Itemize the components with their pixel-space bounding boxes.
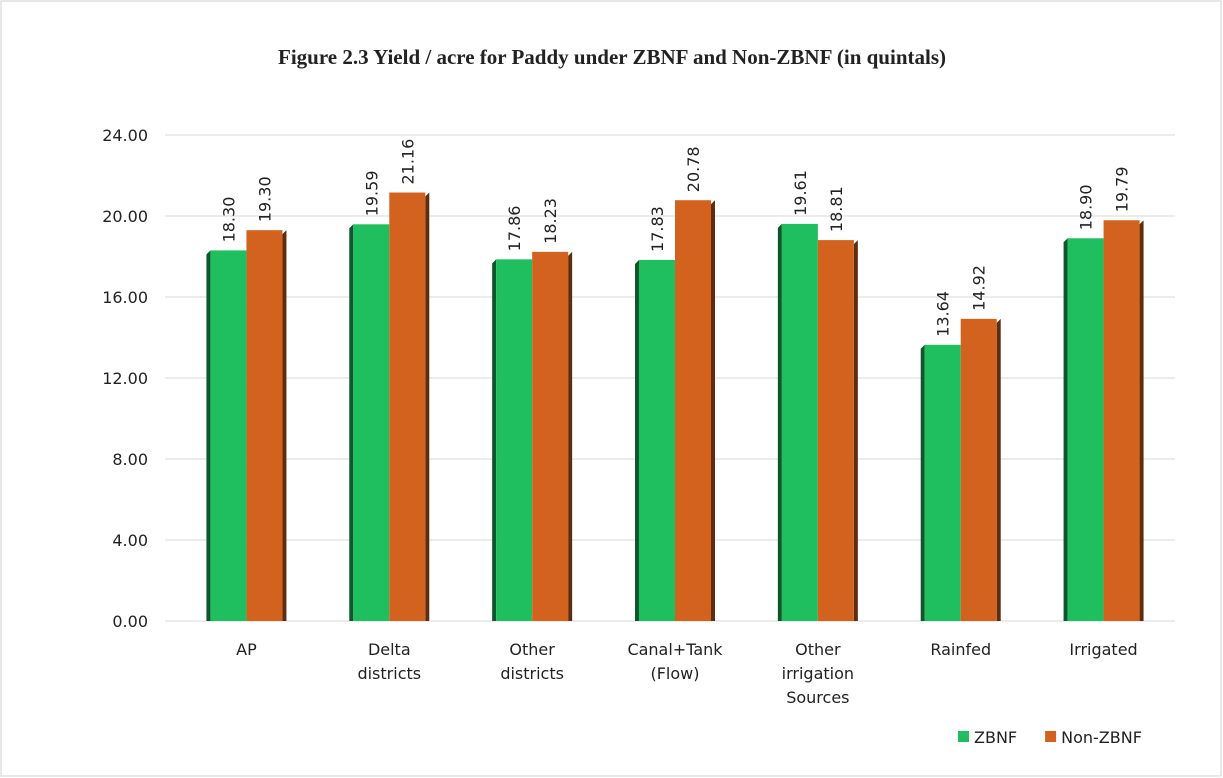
bar-side xyxy=(1063,238,1068,621)
x-tick-label: Irrigated xyxy=(1069,640,1137,659)
data-label: 19.79 xyxy=(1113,166,1132,212)
y-tick-label: 24.00 xyxy=(102,126,148,145)
bar-side xyxy=(349,224,354,622)
data-label: 19.59 xyxy=(362,170,381,216)
bar xyxy=(353,224,390,622)
data-label: 13.64 xyxy=(934,291,953,337)
bar-side xyxy=(853,240,858,621)
x-tick-label: AP xyxy=(236,640,257,659)
y-tick-label: 4.00 xyxy=(112,531,148,550)
bar-side xyxy=(568,251,573,621)
data-label: 19.61 xyxy=(791,170,810,216)
chart-title: Figure 2.3 Yield / acre for Paddy under … xyxy=(278,45,946,69)
bar-side xyxy=(777,223,782,621)
bar-side xyxy=(425,192,430,621)
bar xyxy=(817,240,854,621)
bar xyxy=(496,259,533,621)
data-label: 18.90 xyxy=(1077,184,1096,230)
data-label: 18.23 xyxy=(541,198,560,244)
bar xyxy=(532,251,569,621)
y-tick-label: 8.00 xyxy=(112,450,148,469)
y-tick-label: 12.00 xyxy=(102,369,148,388)
bar xyxy=(389,192,426,621)
x-tick-label: Other irrigation Sources xyxy=(782,640,854,707)
legend-label: ZBNF xyxy=(974,728,1017,747)
data-label: 18.30 xyxy=(219,197,238,243)
x-tick-label: Delta districts xyxy=(357,640,421,683)
bar xyxy=(1067,238,1104,621)
x-tick-label: Rainfed xyxy=(930,640,991,659)
bar-side xyxy=(492,259,497,621)
bar-side xyxy=(206,250,211,622)
data-label: 20.78 xyxy=(684,146,703,192)
x-tick-label: Other districts xyxy=(500,640,564,683)
bar xyxy=(1103,220,1140,621)
x-tick-label: Canal+Tank (Flow) xyxy=(627,640,723,683)
bar-side xyxy=(996,318,1001,621)
data-label: 19.30 xyxy=(255,176,274,222)
bar xyxy=(246,230,283,622)
y-tick-label: 16.00 xyxy=(102,288,148,307)
y-tick-label: 0.00 xyxy=(112,612,148,631)
legend-label: Non-ZBNF xyxy=(1061,728,1142,747)
bar xyxy=(675,200,711,621)
bar-side xyxy=(1139,220,1144,621)
bar xyxy=(639,259,675,621)
bar-side xyxy=(711,200,715,621)
data-label: 21.16 xyxy=(398,139,417,185)
data-label: 18.81 xyxy=(827,186,846,232)
legend-swatch xyxy=(958,731,969,742)
bar xyxy=(781,223,818,621)
data-label: 17.83 xyxy=(648,206,667,252)
bar xyxy=(960,318,997,621)
data-label: 14.92 xyxy=(970,265,989,311)
y-tick-label: 20.00 xyxy=(102,207,148,226)
bar xyxy=(210,250,247,622)
data-label: 17.86 xyxy=(505,206,524,252)
bar-side xyxy=(635,259,639,621)
bar-side xyxy=(920,344,925,621)
bar-side xyxy=(282,230,287,622)
bar xyxy=(924,344,961,621)
legend-swatch xyxy=(1045,731,1057,742)
